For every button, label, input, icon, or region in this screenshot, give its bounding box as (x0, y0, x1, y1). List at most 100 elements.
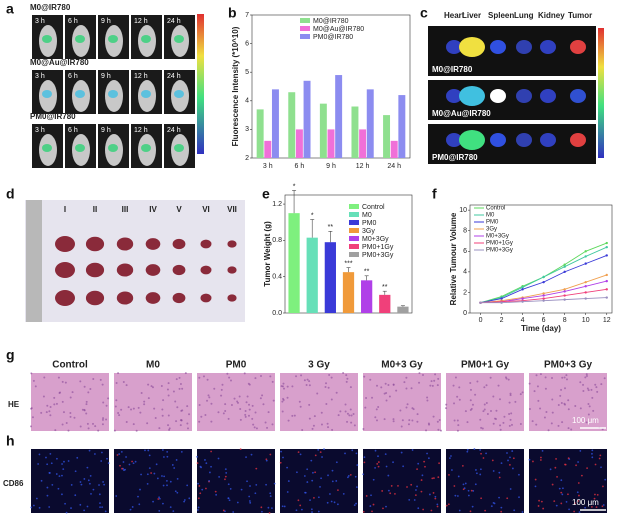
tissue-texture (538, 499, 540, 502)
tissue-texture (312, 424, 315, 427)
tissue-texture (282, 382, 285, 385)
tissue-texture (210, 402, 213, 405)
tissue-texture (151, 386, 154, 389)
legend-swatch (349, 228, 359, 233)
tissue-texture (445, 407, 448, 410)
tissue-texture (578, 511, 581, 514)
tissue-texture (445, 403, 448, 406)
tissue-texture (362, 473, 365, 476)
tissue-texture (99, 502, 101, 504)
tissue-texture (369, 378, 372, 381)
tissue-texture (484, 509, 487, 512)
tissue-texture (499, 424, 502, 427)
tissue-texture (46, 486, 49, 489)
point (605, 273, 608, 277)
tissue-texture (539, 407, 542, 410)
tissue-texture (244, 413, 247, 416)
tissue-texture (324, 386, 327, 389)
bar (379, 294, 391, 313)
tissue-texture (87, 427, 90, 430)
legend-swatch (349, 220, 359, 225)
tissue-texture (174, 490, 177, 493)
tissue-texture (227, 417, 230, 420)
tissue-texture (64, 381, 67, 384)
tissue-texture (598, 457, 601, 460)
tissue-texture (564, 463, 567, 466)
bar (264, 140, 272, 158)
tissue-texture (565, 500, 568, 503)
tissue-texture (451, 469, 453, 471)
tissue-texture (249, 485, 251, 487)
tissue-texture (156, 477, 159, 480)
tissue-texture (92, 488, 95, 491)
tissue-texture (137, 406, 140, 409)
tissue-texture (317, 510, 320, 513)
tissue-texture (591, 452, 593, 455)
tissue-texture (261, 394, 264, 397)
tissue-texture (31, 416, 34, 419)
tissue-texture (198, 485, 201, 487)
tissue-texture (105, 418, 108, 421)
signal (75, 90, 85, 98)
tissue-texture (380, 386, 383, 389)
tissue-texture (532, 460, 534, 463)
tissue-texture (158, 427, 161, 430)
tissue-texture (162, 502, 164, 505)
tissue-texture (485, 452, 487, 455)
tissue-texture (349, 473, 352, 476)
tissue-texture (384, 382, 387, 385)
tissue-texture (582, 389, 585, 392)
point (605, 296, 608, 299)
tissue-texture (62, 411, 65, 414)
tissue-texture (509, 456, 511, 459)
tissue-texture (374, 449, 377, 452)
tissue-texture (210, 420, 213, 423)
tissue-texture (567, 427, 570, 430)
tissue-texture (206, 378, 209, 381)
time-label: 9 h (101, 18, 111, 25)
x-tick-label: 4 (521, 317, 525, 324)
tissue-texture (48, 506, 51, 508)
time-label: 3 h (35, 127, 45, 134)
organ (516, 40, 532, 54)
tissue-texture (301, 428, 304, 431)
tissue-texture (236, 401, 239, 404)
tissue-texture (428, 493, 431, 496)
tissue-texture (295, 509, 298, 512)
tissue-texture (475, 472, 478, 475)
tissue-texture (115, 495, 118, 497)
tissue-texture (120, 408, 123, 411)
time-label: 3 h (35, 18, 45, 25)
point (563, 288, 566, 291)
tissue-texture (325, 382, 328, 385)
tissue-texture (120, 451, 123, 453)
tissue-texture (326, 501, 329, 504)
tissue-texture (561, 493, 564, 496)
tissue-texture (510, 412, 513, 415)
tissue-texture (130, 408, 133, 411)
tissue-texture (32, 379, 35, 382)
tissue-texture (69, 415, 72, 418)
y-tick-label: 1.2 (272, 201, 282, 208)
tissue-texture (180, 409, 183, 412)
organ (540, 89, 556, 103)
point (542, 299, 545, 302)
legend-swatch (349, 252, 359, 257)
time-label: 24 h (167, 18, 181, 25)
tissue-texture (381, 490, 384, 492)
x-tick-label: 9 h (326, 163, 336, 170)
bar (361, 280, 373, 313)
tissue-texture (587, 413, 590, 416)
tissue-texture (314, 454, 317, 457)
tissue-texture (492, 470, 495, 472)
tumor (55, 290, 75, 306)
tissue-texture (281, 410, 284, 413)
tissue-texture (481, 427, 484, 430)
tumor (55, 262, 75, 278)
tumor (145, 238, 161, 250)
tissue-texture (53, 403, 56, 406)
tumor (172, 292, 186, 304)
tissue-texture (480, 426, 483, 429)
x-tick-label: 10 (582, 317, 590, 324)
